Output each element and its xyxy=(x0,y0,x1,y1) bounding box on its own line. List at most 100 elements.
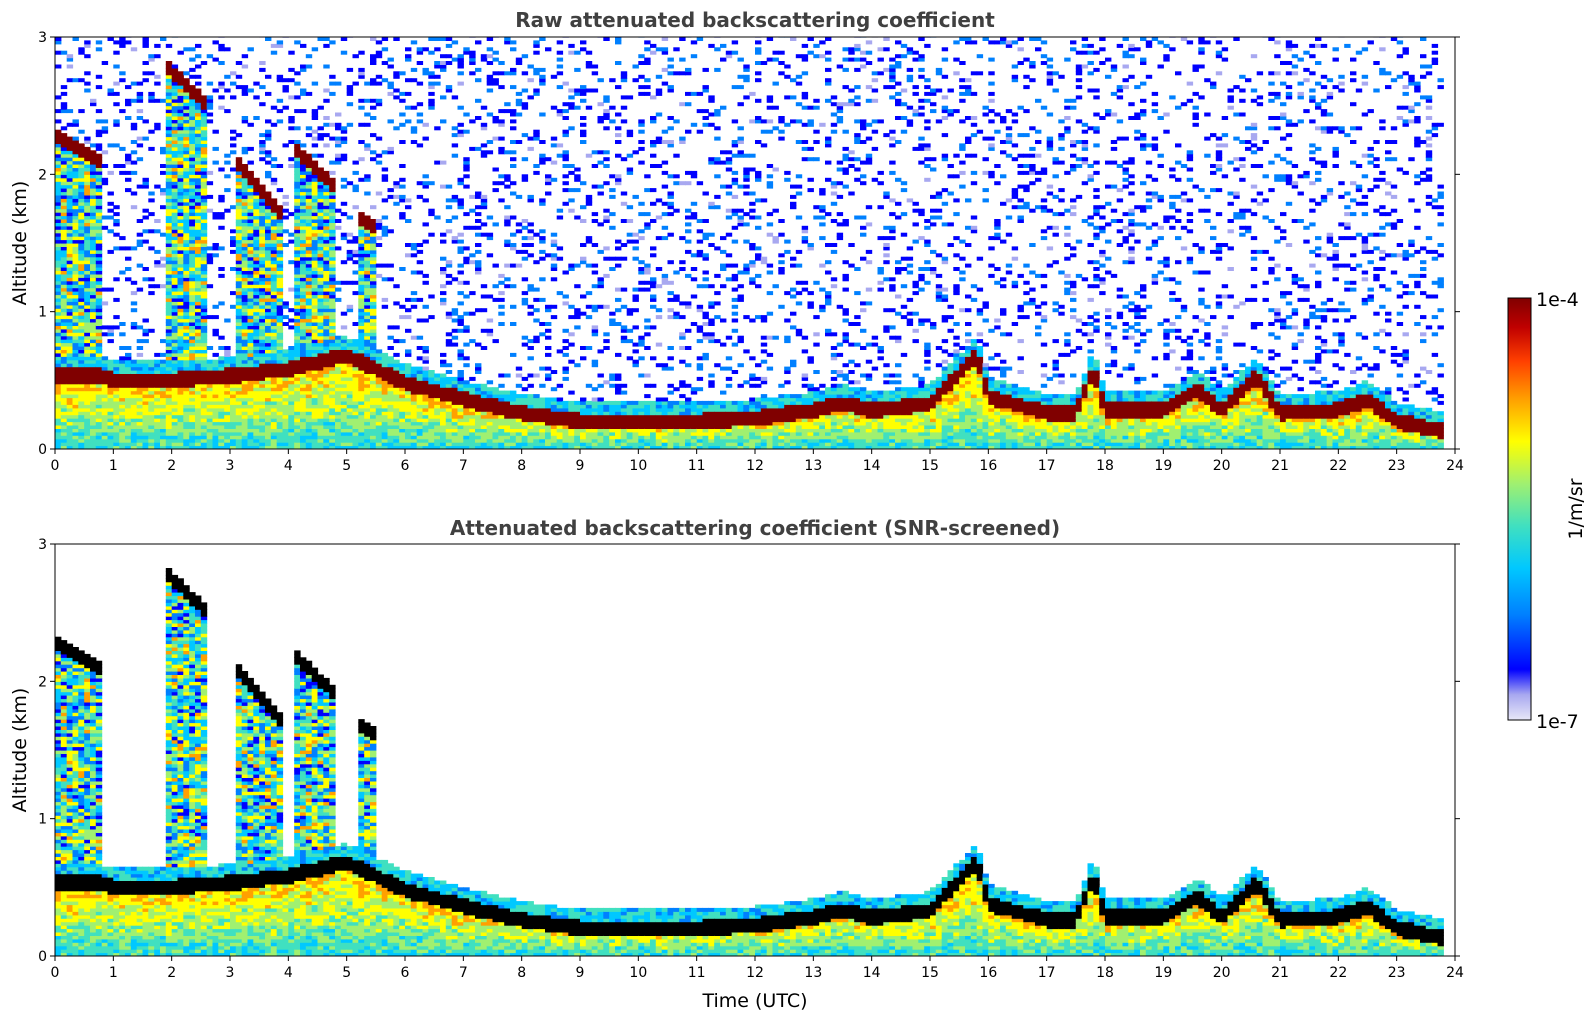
heatmap-cell xyxy=(165,270,173,275)
heatmap-cell xyxy=(317,229,324,234)
heatmap-cell xyxy=(189,160,196,165)
heatmap-cell xyxy=(177,387,184,392)
heatmap-cell xyxy=(119,445,126,449)
heatmap-cell xyxy=(107,170,114,175)
heatmap-cell xyxy=(410,387,418,392)
heatmap-cell xyxy=(440,376,447,381)
heatmap-cell xyxy=(224,435,231,440)
heatmap-cell xyxy=(177,311,184,316)
heatmap-cell xyxy=(346,359,354,364)
heatmap-cell xyxy=(486,390,494,395)
heatmap-cell xyxy=(130,442,138,447)
heatmap-cell xyxy=(101,421,109,426)
heatmap-cell xyxy=(218,421,225,426)
heatmap-cell xyxy=(95,291,103,296)
heatmap-cell xyxy=(55,184,62,189)
heatmap-cell xyxy=(189,349,196,354)
heatmap-cell xyxy=(335,136,342,141)
heatmap-cell xyxy=(253,277,260,282)
heatmap-cell xyxy=(60,91,68,96)
heatmap-cell xyxy=(78,359,85,364)
heatmap-cell xyxy=(72,164,79,168)
heatmap-cell xyxy=(323,431,330,436)
heatmap-cell xyxy=(317,359,324,364)
heatmap-cell xyxy=(142,177,149,182)
heatmap-cell xyxy=(480,122,488,127)
heatmap-cell xyxy=(165,74,173,79)
heatmap-cell xyxy=(247,404,254,409)
heatmap-cell xyxy=(154,394,161,399)
heatmap-cell xyxy=(480,400,488,405)
heatmap-cell xyxy=(218,397,225,402)
heatmap-cell xyxy=(130,301,138,306)
heatmap-cell xyxy=(317,191,324,196)
heatmap-cell xyxy=(475,260,482,265)
heatmap-cell xyxy=(335,346,342,350)
heatmap-cell xyxy=(428,442,435,447)
heatmap-cell xyxy=(212,418,219,423)
heatmap-cell xyxy=(142,435,149,440)
heatmap-cell xyxy=(387,400,394,405)
heatmap-cell xyxy=(358,215,365,220)
heatmap-cell xyxy=(335,287,342,292)
heatmap-cell xyxy=(189,201,196,206)
heatmap-cell xyxy=(364,304,371,309)
heatmap-cell xyxy=(60,157,68,162)
heatmap-cell xyxy=(55,325,62,330)
heatmap-cell xyxy=(387,81,394,86)
heatmap-cell xyxy=(469,414,476,419)
heatmap-cell xyxy=(171,191,179,196)
heatmap-cell xyxy=(265,431,272,436)
heatmap-cell xyxy=(189,273,196,278)
heatmap-cell xyxy=(317,253,324,258)
heatmap-cell xyxy=(352,380,359,385)
heatmap-cell xyxy=(218,414,225,419)
heatmap-cell xyxy=(66,201,74,206)
heatmap-cell xyxy=(358,328,365,333)
heatmap-cell xyxy=(294,215,301,220)
heatmap-cell xyxy=(95,359,103,364)
heatmap-cell xyxy=(84,370,91,374)
heatmap-cell xyxy=(78,342,85,347)
heatmap-cell xyxy=(183,318,190,323)
heatmap-cell xyxy=(95,129,103,134)
heatmap-cell xyxy=(78,373,85,378)
heatmap-cell xyxy=(486,318,494,323)
heatmap-cell xyxy=(90,394,97,399)
heatmap-cell xyxy=(340,407,348,412)
heatmap-cell xyxy=(230,129,237,134)
heatmap-cell xyxy=(195,112,202,117)
heatmap-cell xyxy=(84,342,91,347)
heatmap-cell xyxy=(300,263,307,268)
heatmap-cell xyxy=(241,328,249,333)
heatmap-cell xyxy=(212,414,219,419)
heatmap-cell xyxy=(90,236,97,241)
heatmap-cell xyxy=(480,284,488,289)
heatmap-cell xyxy=(457,418,464,423)
heatmap-cell xyxy=(206,387,214,392)
heatmap-cell xyxy=(405,91,412,96)
heatmap-cell xyxy=(177,136,184,141)
heatmap-cell xyxy=(200,181,208,186)
heatmap-cell xyxy=(311,339,319,344)
heatmap-cell xyxy=(329,325,336,330)
heatmap-cell xyxy=(294,308,301,313)
heatmap-cell xyxy=(66,322,74,326)
heatmap-cell xyxy=(340,359,348,364)
heatmap-cell xyxy=(195,304,202,309)
heatmap-cell xyxy=(72,328,79,333)
heatmap-cell xyxy=(107,438,114,443)
heatmap-cell xyxy=(270,339,278,344)
heatmap-cell xyxy=(469,387,476,392)
heatmap-cell xyxy=(305,225,313,230)
heatmap-cell xyxy=(165,373,173,378)
heatmap-cell xyxy=(78,352,85,357)
heatmap-cell xyxy=(206,407,214,412)
heatmap-cell xyxy=(130,140,138,144)
heatmap-cell xyxy=(224,109,231,114)
heatmap-cell xyxy=(218,167,225,172)
heatmap-cell xyxy=(195,315,202,320)
heatmap-cell xyxy=(358,421,365,426)
heatmap-cell xyxy=(189,301,196,306)
heatmap-cell xyxy=(241,308,249,313)
